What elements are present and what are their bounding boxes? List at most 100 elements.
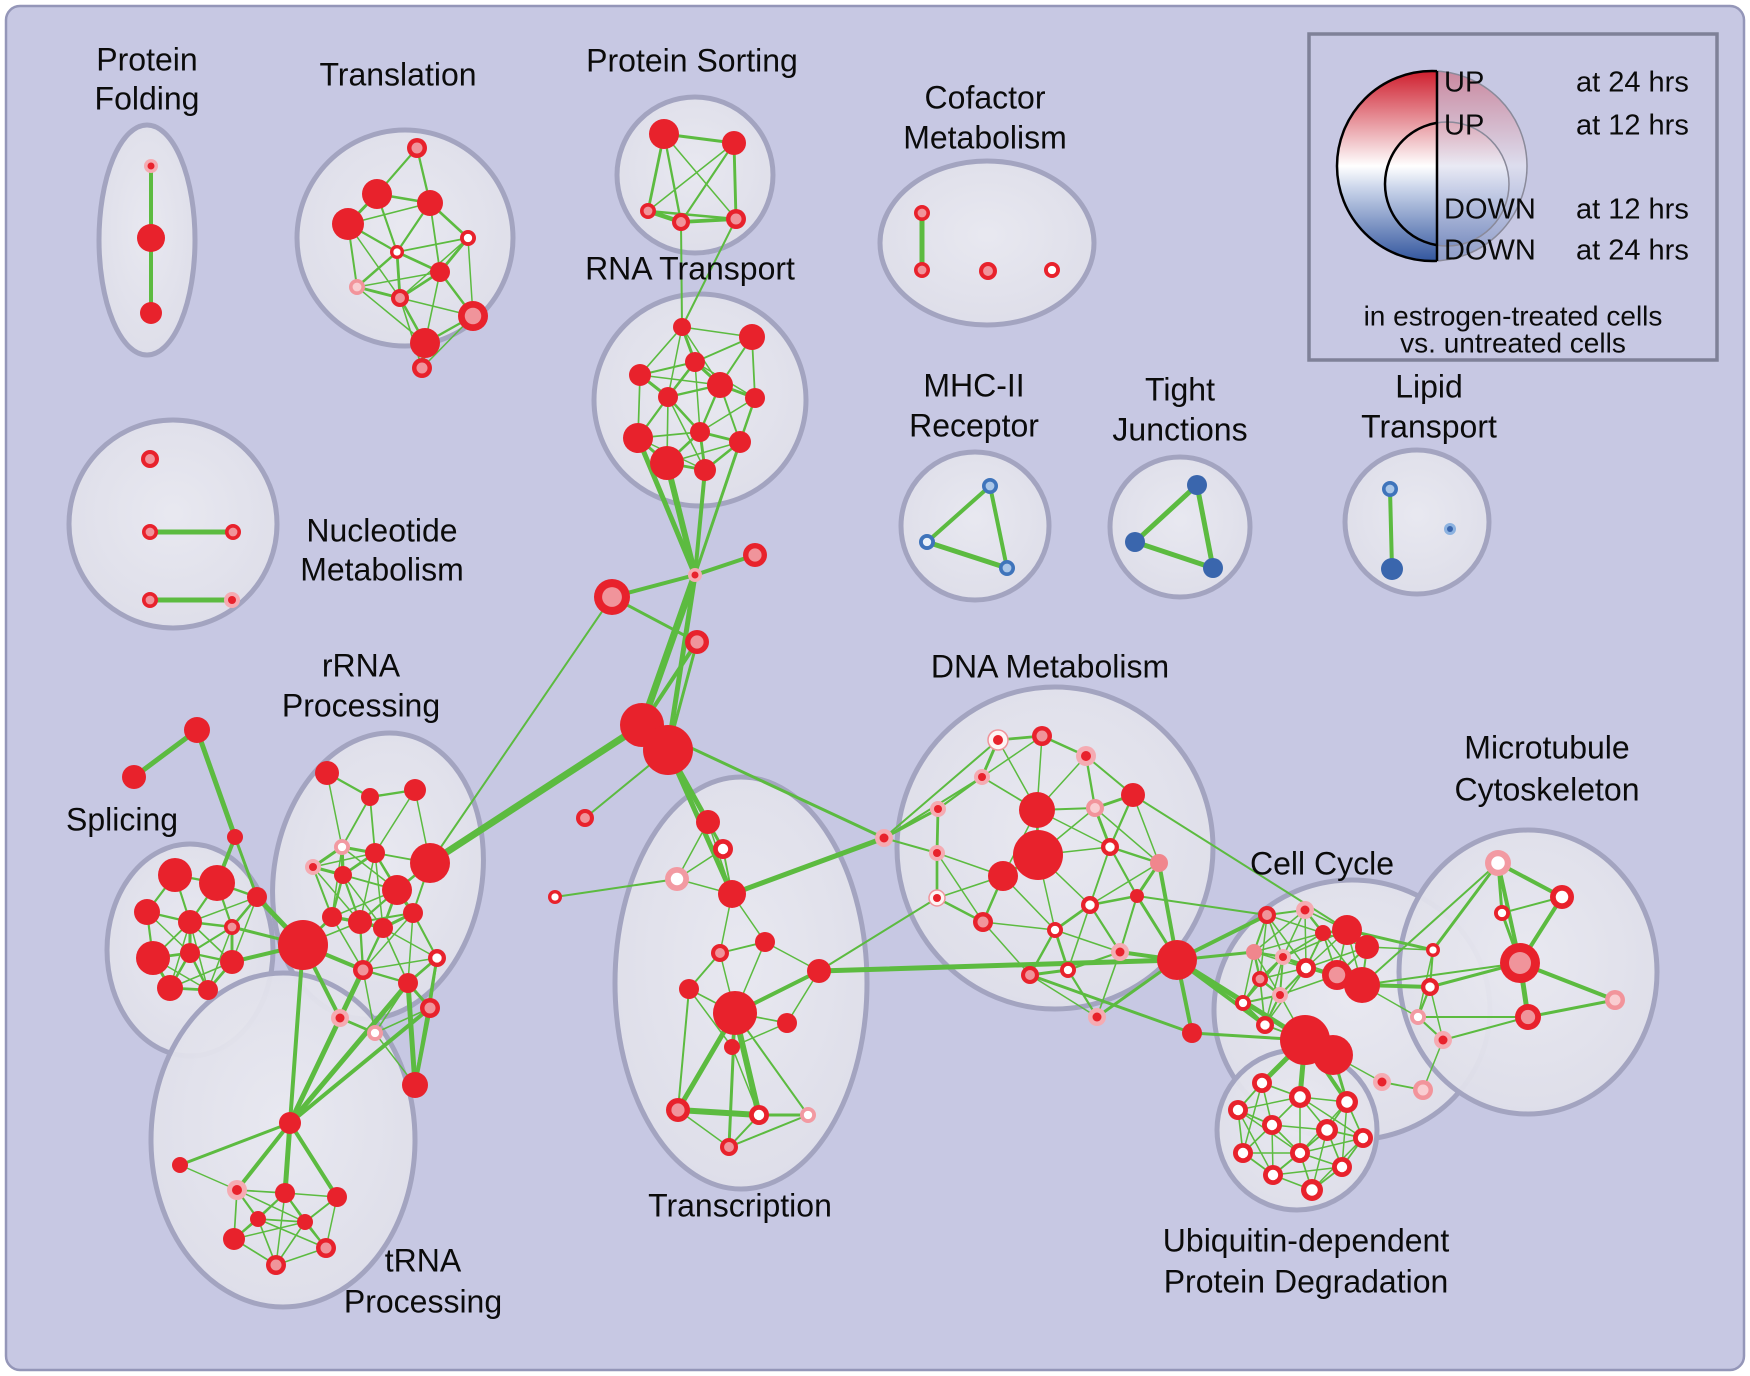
node-cell-cycle	[1313, 1035, 1353, 1075]
node-core-connectors	[879, 833, 889, 843]
node-core-transcription	[670, 872, 684, 886]
network-edge	[1242, 1082, 1263, 1154]
legend-direction-1: UP	[1444, 110, 1484, 142]
node-core-cell-cycle	[1425, 982, 1435, 992]
legend: UP at 24 hrs UP at 12 hrs DOWN at 12 hrs DOWN a…	[1307, 32, 1719, 362]
node-core-microtubule-cytoskeleton	[1509, 952, 1531, 974]
legend-time-2: at 12 hrs	[1576, 194, 1689, 226]
network-edge	[405, 980, 418, 1088]
node-rrna-processing	[365, 843, 385, 863]
node-core-ubiquitin-degradation	[1294, 1147, 1306, 1159]
node-core-ubiquitin-degradation	[1266, 1119, 1278, 1131]
node-cell-cycle	[1246, 944, 1262, 960]
node-rna-transport	[658, 387, 678, 407]
node-splicing	[220, 950, 244, 974]
node-core-ubiquitin-degradation	[1256, 1077, 1268, 1089]
node-connectors	[643, 725, 693, 775]
network-edge	[1194, 482, 1216, 571]
node-core-lipid-transport	[1447, 526, 1453, 532]
node-splicing	[136, 941, 170, 975]
node-core-cell-cycle	[1238, 998, 1248, 1008]
node-core-ubiquitin-degradation	[1267, 1169, 1279, 1181]
node-core-translation	[352, 282, 362, 292]
node-transcription	[777, 1013, 797, 1033]
network-edge	[374, 789, 416, 854]
network-edge	[988, 484, 1009, 570]
node-rrna-processing	[361, 788, 379, 806]
node-core-rrna-processing	[337, 842, 347, 852]
node-core-connectors	[748, 548, 762, 562]
node-dna-metabolism	[1013, 830, 1063, 880]
node-core-ubiquitin-degradation	[1306, 1184, 1318, 1196]
network-edge	[1132, 539, 1216, 571]
node-core-cofactor-metabolism	[1047, 265, 1057, 275]
node-core-rrna-processing	[370, 1028, 380, 1038]
network-edge	[1237, 1109, 1274, 1176]
cluster-label-cell-cycle: Cell Cycle	[1250, 845, 1394, 881]
network-edge	[667, 326, 683, 398]
network-edge	[1132, 482, 1200, 545]
legend-direction-3: DOWN	[1444, 235, 1536, 267]
node-transcription	[724, 1039, 740, 1055]
node-core-microtubule-cytoskeleton	[1609, 994, 1621, 1006]
legend-time-3: at 24 hrs	[1576, 235, 1689, 267]
legend-circle-12h-solid	[1383, 121, 1437, 247]
network-edge	[1266, 914, 1307, 969]
node-translation	[417, 190, 443, 216]
node-protein-sorting	[722, 131, 746, 155]
node-core-trna-processing	[320, 1242, 332, 1254]
network-edge	[312, 866, 361, 923]
node-core-nucleotide-metabolism	[145, 454, 155, 464]
cluster-label-mhc-ii-receptor: Receptor	[909, 407, 1039, 443]
network-edge	[1242, 951, 1255, 1004]
node-core-ubiquitin-degradation	[1336, 1161, 1348, 1173]
node-core-ubiquitin-degradation	[1294, 1091, 1306, 1103]
node-tight-junctions	[1125, 532, 1145, 552]
node-core-translation	[464, 307, 482, 325]
legend-time-0: at 24 hrs	[1576, 67, 1689, 99]
cluster-shape-transcription	[612, 774, 870, 1192]
node-core-nucleotide-metabolism	[145, 527, 155, 537]
node-core-dna-metabolism	[1025, 970, 1035, 980]
network-edge	[1429, 986, 1444, 1041]
node-core-dna-metabolism	[1036, 730, 1048, 742]
node-core-microtubule-cytoskeleton	[1520, 1009, 1536, 1025]
node-core-translation	[411, 142, 423, 154]
network-edge	[882, 807, 940, 840]
node-rrna-processing	[278, 920, 328, 970]
network-edge	[677, 1109, 760, 1116]
cluster-shape-protein-sorting	[614, 94, 776, 256]
network-edge	[1299, 1137, 1364, 1154]
node-rrna-processing	[398, 973, 418, 993]
node-core-microtubule-cytoskeleton	[1497, 908, 1507, 918]
network-edge	[1029, 974, 1098, 1018]
node-transcription	[679, 979, 699, 999]
node-transcription	[713, 991, 757, 1035]
node-core-cell-cycle	[1438, 1035, 1448, 1045]
cluster-shape-nucleotide-metabolism	[66, 417, 280, 631]
node-core-cell-cycle	[1300, 962, 1312, 974]
node-tight-junctions	[1187, 475, 1207, 495]
cluster-shape-lipid-transport	[1342, 447, 1492, 597]
network-edge	[1431, 861, 1500, 952]
node-connectors	[227, 829, 243, 845]
node-core-cell-cycle	[1276, 991, 1284, 999]
cluster-shape-mhc-ii-receptor	[898, 449, 1052, 603]
node-cell-cycle	[1315, 925, 1331, 941]
node-splicing	[198, 980, 218, 1000]
node-core-dna-metabolism	[934, 805, 942, 813]
node-trna-processing	[250, 1211, 266, 1227]
node-core-microtubule-cytoskeleton	[1491, 856, 1505, 870]
network-edge	[356, 271, 441, 288]
node-core-cell-cycle	[1260, 1020, 1270, 1030]
node-rrna-processing	[403, 903, 423, 923]
node-core-cell-cycle	[1328, 966, 1346, 984]
cluster-label-microtubule-cytoskeleton: Cytoskeleton	[1455, 771, 1640, 807]
node-core-dna-metabolism	[1115, 947, 1125, 957]
node-core-translation	[393, 248, 401, 256]
node-core-translation	[395, 293, 405, 303]
network-edge	[1089, 846, 1111, 906]
cluster-label-nucleotide-metabolism: Metabolism	[300, 551, 464, 587]
network-edge	[178, 1121, 292, 1167]
